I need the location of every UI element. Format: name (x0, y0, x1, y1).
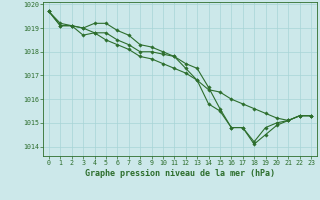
X-axis label: Graphe pression niveau de la mer (hPa): Graphe pression niveau de la mer (hPa) (85, 169, 275, 178)
